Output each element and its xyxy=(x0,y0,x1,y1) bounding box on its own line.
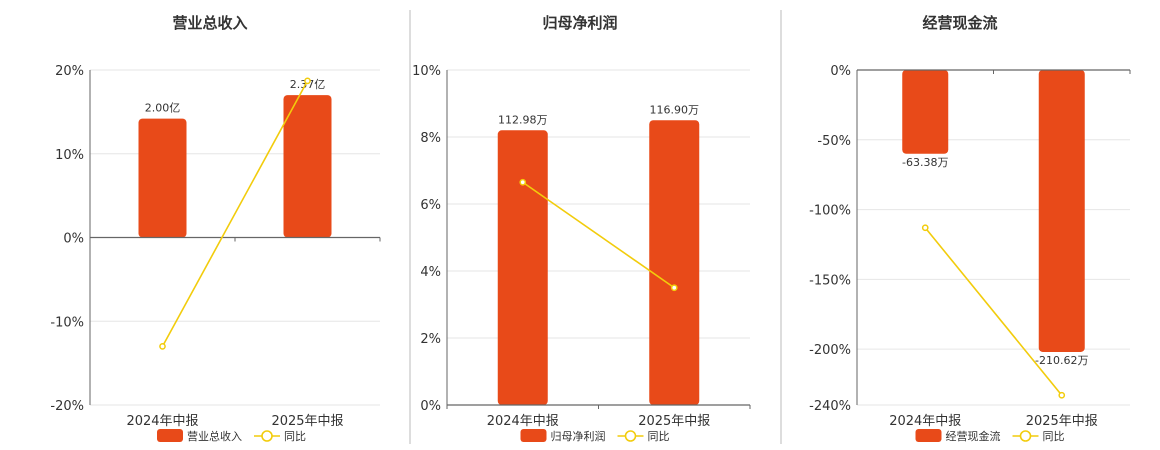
yoy-point-2 xyxy=(670,284,678,292)
y-tick-label: 0% xyxy=(420,399,441,414)
y-tick-label: -150% xyxy=(809,273,851,288)
y-tick-label: 2% xyxy=(420,332,441,347)
bar-1 xyxy=(902,70,949,154)
bar-1 xyxy=(497,130,548,406)
bar-data-label: 116.90万 xyxy=(650,103,700,116)
category-label: 2024年中报 xyxy=(126,414,198,429)
bar-data-label: 112.98万 xyxy=(498,113,548,126)
legend-line-marker xyxy=(624,430,637,442)
legend: 归母净利润 同比 xyxy=(520,429,670,443)
legend-bar-swatch xyxy=(915,429,942,442)
bar-data-label: 2.00亿 xyxy=(145,102,181,115)
y-tick-label: -240% xyxy=(809,399,851,414)
y-tick-label: -100% xyxy=(809,204,851,219)
category-label: 2025年中报 xyxy=(271,414,343,429)
category-label: 2025年中报 xyxy=(638,414,710,429)
yoy-line xyxy=(522,181,675,289)
bar-2 xyxy=(283,95,332,238)
y-tick-label: 20% xyxy=(55,64,84,79)
yoy-point-2 xyxy=(1058,391,1066,399)
bar-2 xyxy=(1038,70,1085,352)
yoy-point-2 xyxy=(304,77,311,85)
chart-title: 归母净利润 xyxy=(542,14,617,32)
legend-bar-swatch xyxy=(157,429,183,442)
bar-data-label: -210.62万 xyxy=(1035,354,1088,367)
category-label: 2024年中报 xyxy=(487,414,559,429)
legend-bar-label: 营业总收入 xyxy=(187,429,242,443)
yoy-line xyxy=(924,227,1063,396)
legend-line-marker xyxy=(1019,430,1032,442)
yoy-point-1 xyxy=(921,224,929,232)
legend-bar-label: 归母净利润 xyxy=(551,429,606,443)
y-tick-label: 8% xyxy=(420,131,441,146)
y-tick-label: 10% xyxy=(412,64,441,79)
yoy-point-1 xyxy=(159,343,166,350)
y-tick-label: 0% xyxy=(63,232,84,247)
category-label: 2024年中报 xyxy=(889,414,961,429)
legend-line-marker xyxy=(261,430,273,442)
category-label: 2025年中报 xyxy=(1026,414,1098,429)
bar-2 xyxy=(649,120,700,405)
y-tick-label: -200% xyxy=(809,343,851,358)
y-tick-label: -20% xyxy=(50,399,84,414)
legend-bar-label: 经营现金流 xyxy=(946,429,1001,443)
chart-panel-2: 归母净利润 10% 8% 6% 4% 2% 0% 112.98万 116.90万 2024年中报 2… xyxy=(412,14,751,443)
legend: 经营现金流 同比 xyxy=(915,429,1065,443)
chart-panel-3: 经营现金流 0% -50% -100% -150% -200% -240% -63.38万 -2… xyxy=(809,14,1131,443)
yoy-point-1 xyxy=(519,178,527,186)
bar-data-label: 2.37亿 xyxy=(290,78,326,91)
y-tick-label: 10% xyxy=(55,148,84,163)
legend-line-label: 同比 xyxy=(284,430,306,443)
legend: 营业总收入 同比 xyxy=(157,429,306,443)
legend-line-label: 同比 xyxy=(1043,430,1065,443)
y-tick-label: 6% xyxy=(420,198,441,213)
y-tick-label: 0% xyxy=(830,64,851,79)
yoy-line xyxy=(161,80,309,347)
chart-title: 营业总收入 xyxy=(172,14,247,32)
y-tick-label: -50% xyxy=(817,134,851,149)
legend-bar-swatch xyxy=(520,429,547,442)
bar-1 xyxy=(138,118,187,238)
chart-panel-1: 营业总收入 20% 10% 0% -10% -20% 2.00亿 2.37亿 2024年中报 20… xyxy=(50,14,381,443)
bar-data-label: -63.38万 xyxy=(902,156,948,169)
y-tick-label: 4% xyxy=(420,265,441,280)
legend-line-label: 同比 xyxy=(648,430,670,443)
chart-title: 经营现金流 xyxy=(922,14,997,32)
y-tick-label: -10% xyxy=(50,315,84,330)
